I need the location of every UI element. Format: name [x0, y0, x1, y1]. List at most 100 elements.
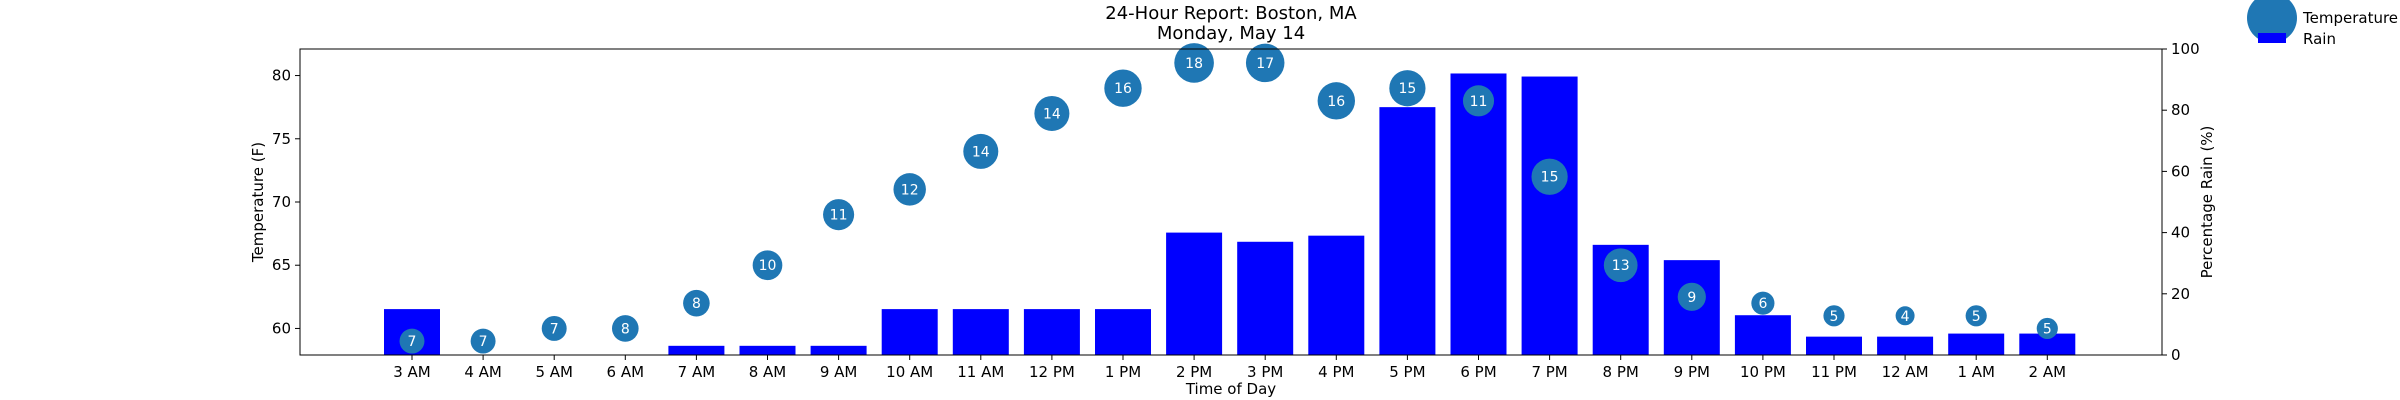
rain-bar: [1521, 76, 1578, 355]
temperature-bubble: [1174, 43, 1214, 83]
temperature-bubble-label: 8: [692, 296, 701, 312]
legend-rain-marker: [2258, 33, 2286, 43]
temperature-bubble-label: 17: [1256, 56, 1274, 72]
x-axis-label: Time of Day: [1185, 380, 1276, 398]
temperature-bubble: [470, 328, 496, 354]
temperature-bubble-label: 6: [1758, 296, 1767, 312]
rain-bar: [1095, 309, 1151, 355]
rain-bar: [952, 309, 1009, 355]
temperature-bubble-label: 7: [550, 321, 559, 337]
temperature-bubble-label: 11: [1470, 94, 1488, 110]
y-axis-left-label: Temperature (F): [249, 142, 267, 263]
temperature-bubble-label: 7: [408, 334, 417, 350]
rain-bar: [1734, 315, 1791, 355]
rain-bar: [739, 345, 796, 355]
rain-bar: [1948, 333, 2005, 355]
rain-bar: [1806, 336, 1862, 355]
left-axis-ticks: 60 65 70 75 80: [272, 67, 300, 337]
rain-bar: [2019, 333, 2076, 355]
y-right-tick-label: 0: [2171, 346, 2181, 364]
temperature-bubble-label: 11: [830, 208, 848, 224]
y-right-tick-label: 40: [2171, 224, 2190, 242]
temperature-bubble: [1531, 158, 1568, 195]
rain-bar: [1237, 241, 1294, 355]
plot-frame: [299, 48, 2163, 356]
temperature-bubble-label: 5: [1972, 309, 1981, 325]
temperature-bubble: [611, 315, 639, 342]
x-tick-label: 9 PM: [1674, 363, 1710, 381]
temperature-bubble-label: 8: [621, 321, 630, 337]
temperature-bubble-label: 10: [759, 258, 777, 274]
x-tick-label: 8 PM: [1603, 363, 1639, 381]
temperature-bubble-label: 16: [1327, 94, 1345, 110]
temperature-bubble: [1677, 282, 1706, 311]
temperature-bubble-label: 13: [1612, 258, 1630, 274]
y-right-tick-label: 100: [2171, 40, 2200, 58]
x-tick-label: 2 PM: [1176, 363, 1212, 381]
x-tick-label: 1 PM: [1105, 363, 1141, 381]
rain-bar: [1877, 336, 1934, 355]
y-left-tick-label: 65: [272, 256, 291, 274]
temperature-bubble-label: 4: [1901, 309, 1910, 325]
x-tick-label: 9 AM: [820, 363, 858, 381]
temperature-bubble: [963, 133, 999, 169]
chart-title: 24-Hour Report: Boston, MA: [1105, 3, 1357, 24]
x-tick-label: 3 PM: [1247, 363, 1283, 381]
legend-temperature-label: Temperature: [2302, 9, 2398, 27]
x-tick-label: 10 PM: [1740, 363, 1786, 381]
temperature-bubble: [823, 199, 855, 231]
y-right-tick-label: 80: [2171, 101, 2190, 119]
temperature-bubble-label: 7: [479, 334, 488, 350]
temperature-bubble: [1245, 43, 1285, 83]
x-tick-label: 5 AM: [535, 363, 573, 381]
y-right-tick-label: 60: [2171, 162, 2190, 180]
x-tick-label: 6 AM: [607, 363, 645, 381]
temperature-bubble-label: 5: [2043, 321, 2052, 337]
rain-bar: [1166, 232, 1223, 355]
temperature-bubble-label: 14: [1043, 106, 1061, 122]
temperature-bubble-label: 9: [1687, 290, 1696, 306]
x-tick-label: 6 PM: [1460, 363, 1496, 381]
x-tick-label: 4 AM: [464, 363, 502, 381]
legend-rain-label: Rain: [2303, 30, 2336, 48]
temperature-bubble-label: 14: [972, 144, 990, 160]
temperature-bubble-label: 5: [1830, 309, 1839, 325]
y-right-tick-label: 20: [2171, 285, 2190, 303]
x-axis-ticks: 3 AM 4 AM 5 AM 6 AM 7 AM 8 AM 9 AM 10 AM 11 AM 12…: [393, 355, 2066, 381]
rain-bar: [1308, 235, 1365, 355]
rain-bar: [1450, 73, 1507, 355]
temperature-bubbles: 7 7 7 8 8 10 11 12 14 14 16 18 17 16 15 11 15 13 9 6 5 4 5 5: [399, 43, 2058, 354]
x-tick-label: 3 AM: [393, 363, 431, 381]
temperature-bubble: [752, 250, 783, 281]
temperature-bubble: [1034, 95, 1070, 131]
temperature-bubble: [683, 289, 710, 317]
temperature-bubble: [1965, 305, 1987, 327]
temperature-bubble-label: 18: [1185, 56, 1203, 72]
temperature-bubble-label: 16: [1114, 81, 1132, 97]
legend: Temperature Rain: [2247, 0, 2398, 48]
x-tick-label: 4 PM: [1318, 363, 1354, 381]
y-left-tick-label: 60: [272, 319, 291, 337]
y-left-tick-label: 80: [272, 67, 291, 85]
temperature-bubble: [893, 173, 926, 206]
rain-bar: [668, 345, 725, 355]
right-axis-ticks: 0 20 40 60 80 100: [2162, 40, 2200, 364]
x-tick-label: 5 PM: [1389, 363, 1425, 381]
rain-bar: [881, 309, 938, 355]
temperature-bubble: [1603, 248, 1638, 283]
temperature-bubble-label: 12: [901, 182, 919, 198]
x-tick-label: 11 AM: [957, 363, 1004, 381]
temperature-bubble: [1895, 306, 1915, 326]
temperature-bubble: [399, 328, 425, 354]
temperature-bubble-label: 15: [1398, 81, 1416, 97]
temperature-bubble: [1389, 70, 1426, 107]
temperature-bubble: [1462, 85, 1495, 117]
rain-bar: [1023, 309, 1080, 355]
temperature-bubble: [1823, 305, 1845, 327]
x-tick-label: 2 AM: [2029, 363, 2067, 381]
rain-bars: [384, 73, 2076, 355]
temperature-bubble: [1317, 82, 1356, 120]
x-tick-label: 11 PM: [1811, 363, 1857, 381]
rain-bar: [1379, 107, 1436, 355]
